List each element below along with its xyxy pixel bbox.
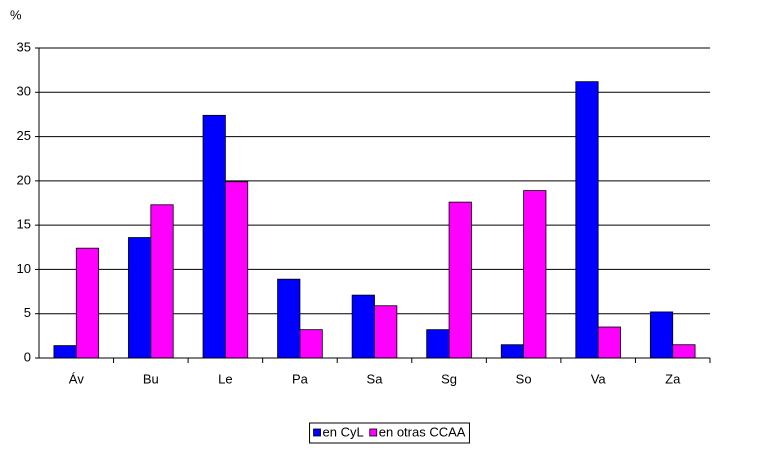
- x-tick-label: Va: [591, 371, 607, 386]
- legend-swatch: [369, 428, 378, 437]
- bar: [150, 204, 174, 359]
- legend-label: en CyL: [323, 424, 364, 439]
- y-tick-label: 15: [17, 217, 31, 232]
- y-tick-label: 25: [17, 128, 31, 143]
- legend-label: en otras CCAA: [379, 424, 466, 439]
- bar: [374, 305, 398, 359]
- bar: [426, 329, 450, 359]
- legend: en CyL en otras CCAA: [309, 422, 470, 444]
- x-tick-label: Sa: [367, 371, 384, 386]
- bar: [351, 294, 375, 359]
- x-tick-label: Áv: [69, 371, 85, 386]
- x-tick-label: Za: [665, 371, 681, 386]
- y-tick-label: 10: [17, 261, 31, 276]
- bar: [523, 190, 547, 359]
- x-tick-label: Pa: [292, 371, 309, 386]
- legend-swatch: [313, 428, 321, 437]
- bar: [500, 344, 525, 359]
- bar: [299, 329, 323, 359]
- bar: [448, 201, 472, 359]
- x-tick-label: Sg: [441, 371, 457, 386]
- legend-box: [309, 422, 470, 444]
- bar: [224, 181, 249, 359]
- x-tick-label: So: [516, 371, 532, 386]
- y-tick-label: 5: [24, 305, 31, 320]
- bar: [75, 247, 100, 359]
- y-tick-label: 0: [24, 349, 31, 364]
- y-tick-label: 30: [17, 84, 31, 99]
- bar: [128, 237, 152, 359]
- bar: [202, 114, 226, 359]
- bar: [575, 81, 599, 359]
- x-tick-label: Le: [218, 371, 232, 386]
- bar: [672, 344, 696, 359]
- bar: [277, 278, 301, 359]
- y-tick-label: 35: [17, 39, 31, 54]
- bar: [649, 311, 674, 359]
- y-axis-label: %: [10, 7, 22, 22]
- x-tick-label: Bu: [143, 371, 159, 386]
- y-tick-label: 20: [17, 172, 31, 187]
- bar: [597, 326, 621, 359]
- bar: [53, 345, 77, 359]
